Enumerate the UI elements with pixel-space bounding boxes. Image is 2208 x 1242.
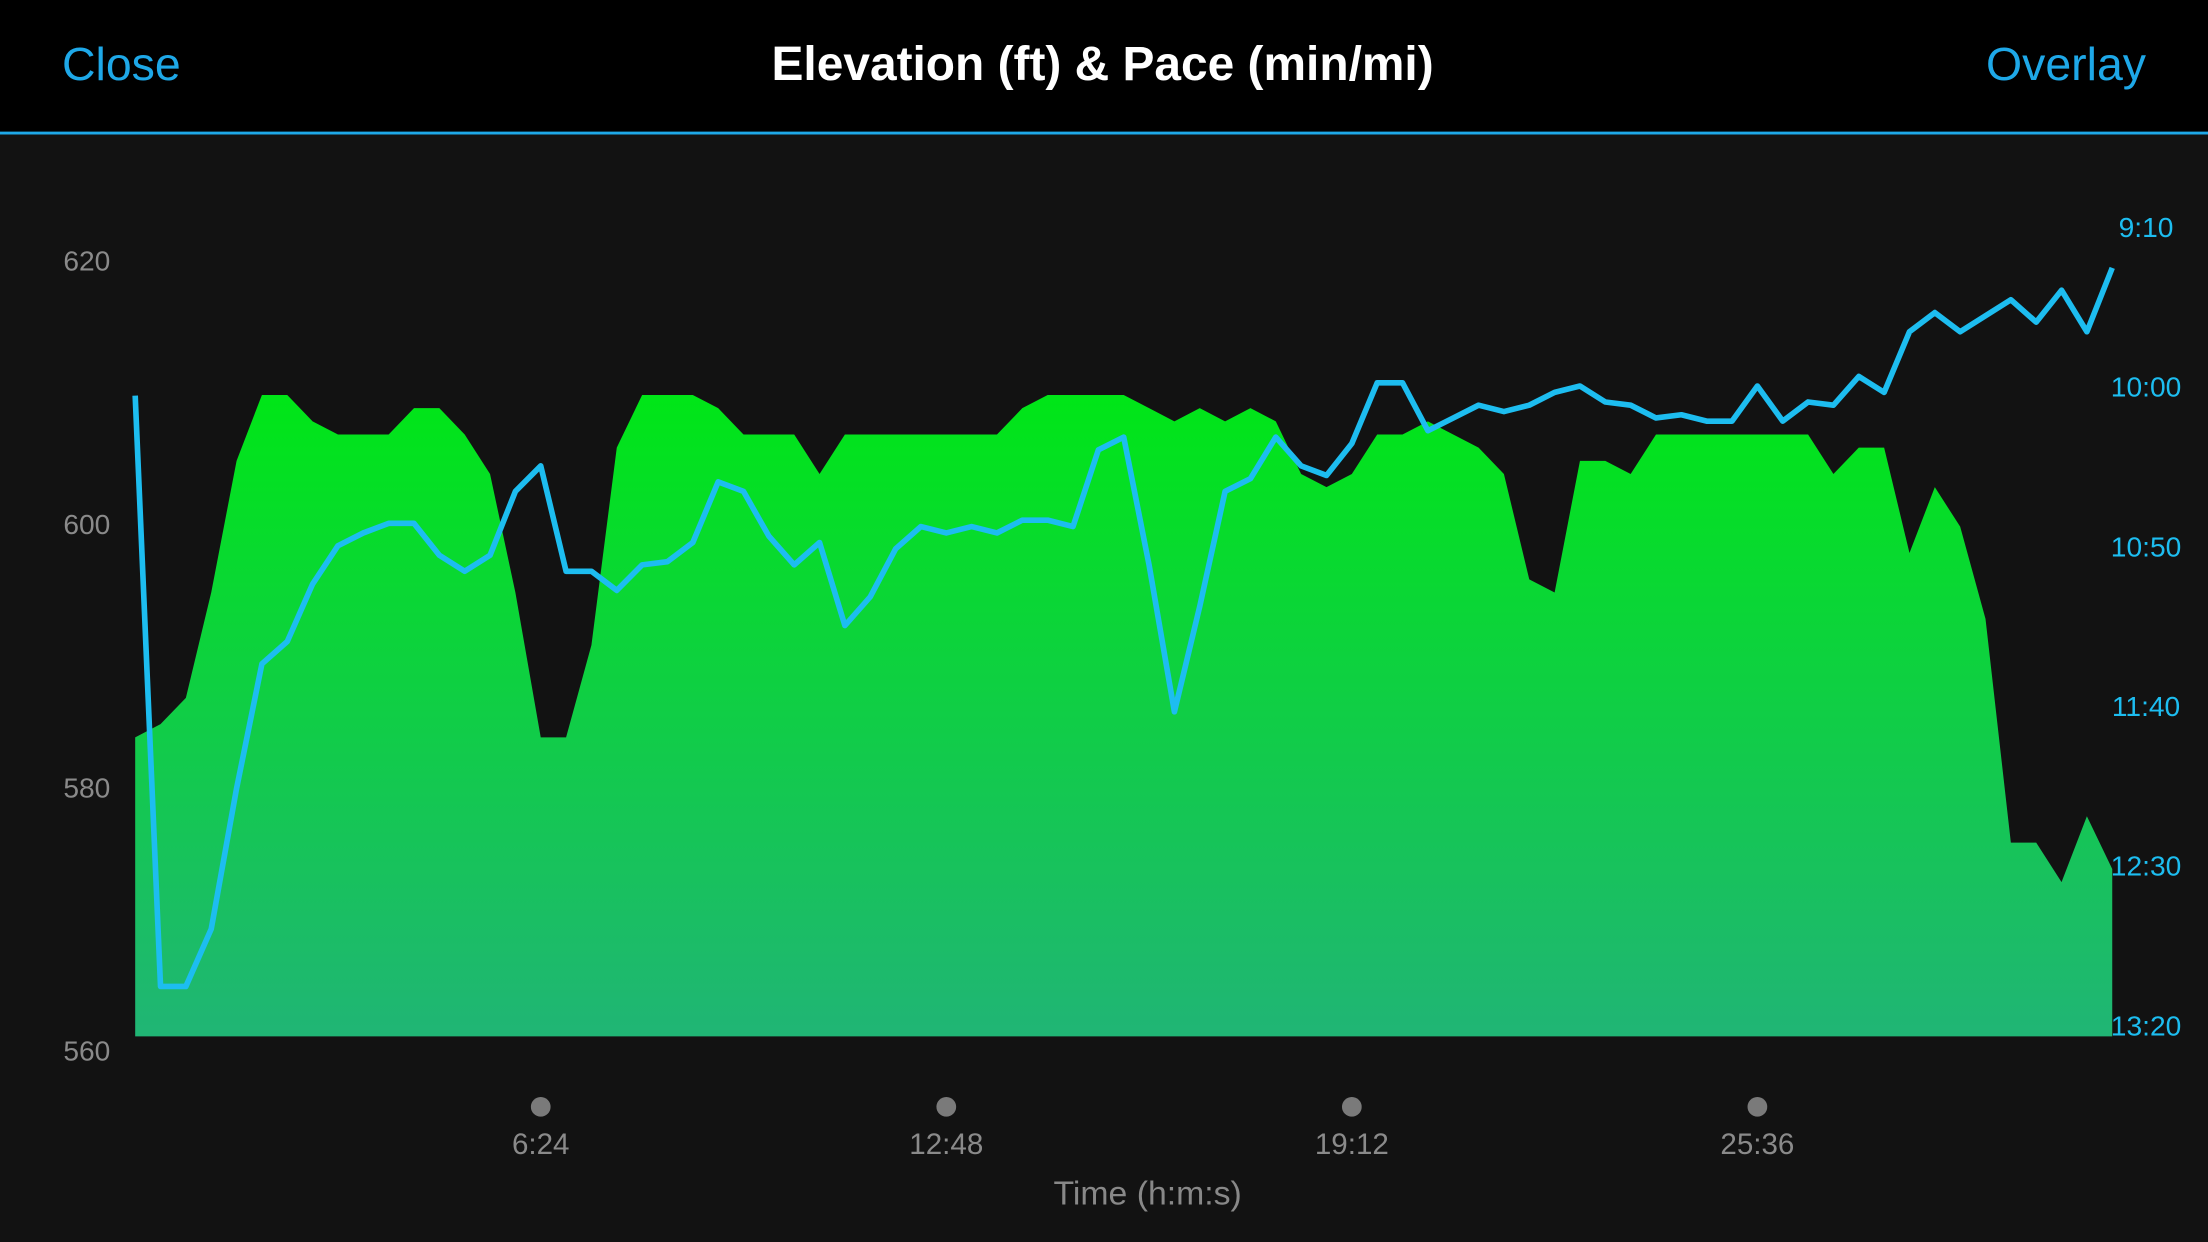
y2-tick-label: 10:50 — [2111, 531, 2181, 562]
y-tick-label: 560 — [63, 1036, 110, 1067]
y2-tick-label: 12:30 — [2111, 851, 2181, 882]
y2-tick-label: 11:40 — [2112, 691, 2180, 722]
x-tick-label: 6:24 — [512, 1128, 570, 1161]
x-tick-label: 19:12 — [1315, 1128, 1389, 1161]
y2-tick-label: 9:10 — [2119, 212, 2174, 243]
y-tick-label: 620 — [63, 246, 110, 277]
x-tick-label: 25:36 — [1720, 1128, 1794, 1161]
x-axis-label: Time (h:m:s) — [1054, 1174, 1242, 1212]
y-tick-label: 600 — [63, 509, 110, 540]
chart-title: Elevation (ft) & Pace (min/mi) — [772, 38, 1434, 91]
overlay-button[interactable]: Overlay — [1986, 38, 2147, 90]
header-bar — [0, 0, 2208, 133]
plot: 560 580 600 620 9:10 10:00 10:50 11:40 12:30 13:2… — [63, 212, 2181, 1161]
x-tick-dot — [1341, 1096, 1362, 1117]
y-tick-label: 580 — [63, 772, 110, 803]
x-tick-label: 12:48 — [909, 1128, 983, 1161]
close-button[interactable]: Close — [62, 38, 181, 90]
x-tick-dot — [1747, 1096, 1768, 1117]
x-tick-dot — [530, 1096, 551, 1117]
x-tick-dot — [936, 1096, 957, 1117]
pace-line — [132, 266, 2115, 990]
y2-tick-label: 13:20 — [2111, 1010, 2181, 1041]
y2-tick-label: 10:00 — [2111, 372, 2181, 403]
elevation-area — [135, 394, 2113, 1037]
